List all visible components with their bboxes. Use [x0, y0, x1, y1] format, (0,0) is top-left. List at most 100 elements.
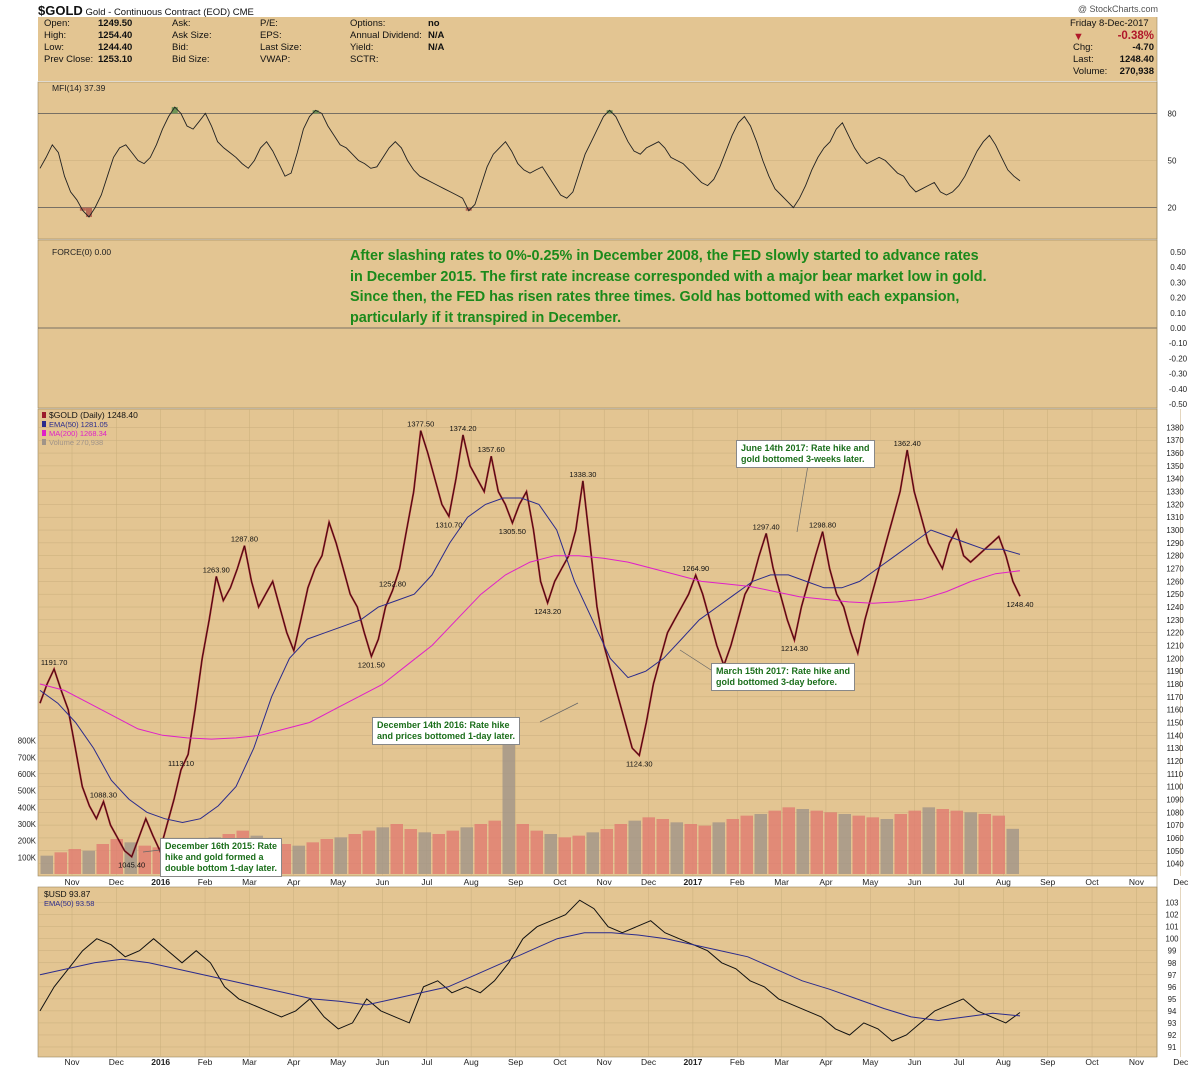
annotation-box: December 16th 2015: Rate hike and gold fo…	[160, 838, 283, 877]
series-lines	[38, 106, 1157, 1042]
price-point-label: 1248.40	[1006, 600, 1033, 609]
annotation-line: and prices bottomed 1-day later.	[377, 731, 516, 741]
usd-ema50-line	[39, 932, 1021, 1022]
volume-bar	[600, 829, 613, 874]
price-y-tick: 1340	[1166, 475, 1184, 484]
price-point-label: 1310.70	[435, 520, 462, 529]
commentary-text: After slashing rates to 0%-0.25% in Dece…	[350, 248, 987, 326]
field-value: 1249.50	[98, 18, 133, 29]
volume-bar	[530, 830, 543, 874]
x-tick-label: Aug	[996, 877, 1011, 887]
price-point-label: 1338.30	[569, 470, 596, 479]
field-value: N/A	[428, 30, 445, 41]
annotation-leader-line	[679, 649, 712, 671]
volume-bar	[824, 812, 837, 874]
volume-bar	[628, 820, 641, 874]
price-y-tick: 1150	[1167, 718, 1184, 727]
annotation-leader-line	[796, 464, 809, 533]
price-y-tick: 1360	[1166, 449, 1184, 458]
usd-y-tick: 96	[1168, 983, 1177, 992]
volume-bar	[40, 855, 53, 874]
volume-bar	[68, 849, 81, 874]
price-y-tick: 1160	[1167, 706, 1184, 715]
quote-label: Last:	[1073, 54, 1094, 65]
volume-bar	[418, 832, 431, 874]
legend-entry: Volume 270,938	[49, 438, 103, 447]
x-tick-label: Jul	[954, 1057, 965, 1067]
usd-y-tick: 94	[1168, 1007, 1177, 1016]
volume-bar	[698, 825, 711, 874]
x-tick-label: Nov	[1129, 877, 1145, 887]
price-y-tick: 1320	[1166, 500, 1184, 509]
mfi-y-tick: 50	[1168, 157, 1177, 166]
x-tick-label: May	[862, 1057, 879, 1067]
price-y-tick: 1170	[1167, 693, 1184, 702]
x-tick-label: Sep	[508, 1057, 523, 1067]
price-y-tick: 1250	[1166, 590, 1184, 599]
x-tick-label: Apr	[287, 1057, 300, 1067]
mfi-line	[39, 106, 1021, 218]
annotation-leader-line	[142, 849, 161, 853]
field-label: Ask:	[172, 18, 191, 29]
annotation-box: December 14th 2016: Rate hike and prices …	[372, 717, 521, 745]
x-tick-label: May	[862, 877, 879, 887]
usd-legend-entry: EMA(50) 93.58	[44, 899, 94, 908]
volume-bar	[936, 809, 949, 874]
volume-bar	[782, 807, 795, 874]
price-point-label: 1264.90	[682, 564, 709, 573]
price-point-label: 1124.30	[626, 759, 653, 768]
x-tick-label: Dec	[1173, 1057, 1189, 1067]
x-tick-label: Jun	[908, 1057, 922, 1067]
annotation-box: March 15th 2017: Rate hike and gold botto…	[711, 663, 856, 691]
annotation-line: double bottom 1-day later.	[165, 863, 278, 873]
ma200-line	[39, 555, 1021, 740]
price-point-label: 1252.80	[379, 580, 406, 589]
price-point-label: 1263.90	[203, 565, 230, 574]
volume-bar	[810, 810, 823, 874]
ema50-line	[39, 497, 1021, 824]
axis-ticks: Nov Dec 2016 Feb Mar Apr May Jun Jul Aug Sep Oct Nov…	[18, 17, 1189, 1067]
x-tick-label: Aug	[996, 1057, 1011, 1067]
field-value: 1253.10	[98, 54, 133, 65]
usd-legend-entry: $USD 93.87	[44, 889, 91, 899]
volume-bar	[992, 815, 1005, 874]
volume-bar	[726, 819, 739, 874]
volume-bar	[460, 827, 473, 874]
volume-y-tick: 500K	[18, 787, 37, 796]
field-label: Open:	[44, 18, 70, 29]
usd-y-tick: 95	[1168, 995, 1177, 1004]
field-label: EPS:	[260, 30, 282, 41]
field-label: P/E:	[260, 18, 278, 29]
x-tick-label: Nov	[597, 1057, 613, 1067]
volume-bar	[82, 850, 95, 874]
volume-y-tick: 100K	[18, 853, 37, 862]
price-y-tick: 1040	[1166, 860, 1184, 869]
volume-bar	[880, 819, 893, 874]
legend-entry: MA(200) 1268.34	[49, 429, 107, 438]
usd-y-tick: 97	[1168, 971, 1177, 980]
x-tick-label: Sep	[1040, 1057, 1055, 1067]
x-tick-label: Jun	[376, 877, 390, 887]
x-tick-label: Mar	[242, 1057, 257, 1067]
volume-bar	[656, 819, 669, 874]
usd-y-tick: 91	[1168, 1043, 1177, 1052]
x-tick-label: Dec	[109, 1057, 125, 1067]
x-tick-label: Jul	[421, 1057, 432, 1067]
x-tick-label: Feb	[730, 1057, 745, 1067]
price-point-label: 1298.80	[809, 521, 836, 530]
field-label: Last Size:	[260, 42, 302, 53]
x-tick-label: Jun	[376, 1057, 390, 1067]
price-point-label: 1045.40	[118, 861, 145, 870]
price-point-label: 1377.50	[407, 420, 434, 429]
price-y-tick: 1050	[1166, 847, 1184, 856]
x-tick-label: Aug	[464, 1057, 479, 1067]
volume-bar	[390, 824, 403, 874]
volume-bar	[754, 814, 767, 874]
usd-y-tick: 99	[1168, 947, 1177, 956]
x-tick-label: Mar	[242, 877, 257, 887]
volume-bar	[376, 827, 389, 874]
x-tick-label: 2017	[683, 1057, 702, 1067]
legend-swatch	[42, 430, 46, 436]
field-value: 1244.40	[98, 42, 133, 53]
